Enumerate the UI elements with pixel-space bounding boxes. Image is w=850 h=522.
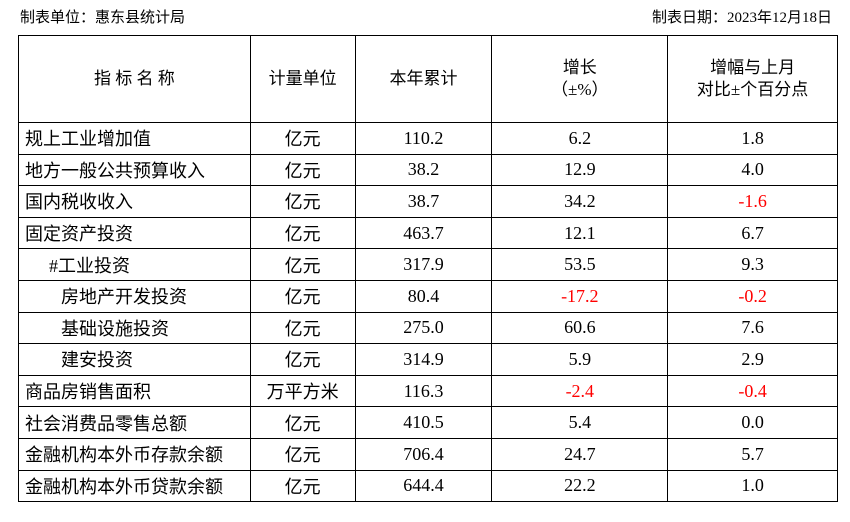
indicator-name: #工业投资 xyxy=(18,248,251,281)
table-row: 国内税收收入 亿元 38.7 34.2 -1.6 xyxy=(18,185,838,218)
cell: -0.2 xyxy=(667,279,838,313)
cell: 12.9 xyxy=(491,153,669,187)
indicator-name: 房地产开发投资 xyxy=(18,279,251,313)
cell: 53.5 xyxy=(491,248,669,281)
indicator-name: 规上工业增加值 xyxy=(18,122,251,155)
cell: 410.5 xyxy=(354,406,493,439)
table-row: 商品房销售面积 万平方米 116.3 -2.4 -0.4 xyxy=(18,374,838,408)
cell: 亿元 xyxy=(249,122,356,155)
cell: 9.3 xyxy=(667,248,838,281)
cell: 7.6 xyxy=(667,311,838,345)
header-text: 增长 xyxy=(562,58,597,77)
cell: 12.1 xyxy=(491,216,669,250)
header-text: 指 标 名 称 xyxy=(93,69,175,88)
cell: -17.2 xyxy=(491,279,669,313)
cell: 亿元 xyxy=(249,279,356,313)
table-body: 规上工业增加值 亿元 110.2 6.2 1.8 地方一般公共预算收入 亿元 38.2 12.9… xyxy=(18,122,838,503)
table-row: #工业投资 亿元 317.9 53.5 9.3 xyxy=(18,248,838,281)
cell: 1.8 xyxy=(667,122,838,155)
column-header: 增幅与上月对比±个百分点 xyxy=(667,35,838,123)
table-row: 建安投资 亿元 314.9 5.9 2.9 xyxy=(18,343,838,376)
cell: 亿元 xyxy=(249,311,356,345)
indicator-name: 社会消费品零售总额 xyxy=(18,406,251,439)
cell: 317.9 xyxy=(354,248,493,281)
cell: 亿元 xyxy=(249,153,356,187)
cell: -0.4 xyxy=(667,374,838,408)
column-header: 计量单位 xyxy=(249,35,356,123)
indicator-name: 基础设施投资 xyxy=(18,311,251,345)
table-row: 社会消费品零售总额 亿元 410.5 5.4 0.0 xyxy=(18,406,838,439)
stats-table: 指 标 名 称 计量单位 本年累计 增长 （±%） 增幅与上月对比±个百分点 规上工业增加… xyxy=(18,35,838,503)
header-text: 计量单位 xyxy=(268,69,337,88)
column-header: 增长 （±%） xyxy=(491,35,669,123)
cell: -2.4 xyxy=(491,374,669,408)
header-text: 本年累计 xyxy=(389,69,458,88)
cell: 60.6 xyxy=(491,311,669,345)
table-row: 基础设施投资 亿元 275.0 60.6 7.6 xyxy=(18,311,838,345)
cell: 亿元 xyxy=(249,185,356,218)
table-row: 金融机构本外币存款余额 亿元 706.4 24.7 5.7 xyxy=(18,437,838,471)
cell: 5.7 xyxy=(667,437,838,471)
cell: 4.0 xyxy=(667,153,838,187)
header-text: （±%） xyxy=(551,80,609,99)
column-header: 本年累计 xyxy=(354,35,493,123)
header-text: 增幅与上月 xyxy=(710,58,796,77)
cell: 38.7 xyxy=(354,185,493,218)
cell: 80.4 xyxy=(354,279,493,313)
cell: 463.7 xyxy=(354,216,493,250)
table-row: 金融机构本外币贷款余额 亿元 644.4 22.2 1.0 xyxy=(18,469,838,503)
indicator-name: 建安投资 xyxy=(18,343,251,376)
cell: 706.4 xyxy=(354,437,493,471)
cell: 38.2 xyxy=(354,153,493,187)
table-row: 地方一般公共预算收入 亿元 38.2 12.9 4.0 xyxy=(18,153,838,187)
cell: 亿元 xyxy=(249,216,356,250)
cell: -1.6 xyxy=(667,185,838,218)
indicator-name: 国内税收收入 xyxy=(18,185,251,218)
cell: 亿元 xyxy=(249,406,356,439)
indicator-name: 地方一般公共预算收入 xyxy=(18,153,251,187)
indicator-name: 金融机构本外币存款余额 xyxy=(18,437,251,471)
cell: 亿元 xyxy=(249,248,356,281)
cell: 5.4 xyxy=(491,406,669,439)
cell: 0.0 xyxy=(667,406,838,439)
cell: 2.9 xyxy=(667,343,838,376)
header-row: 指 标 名 称 计量单位 本年累计 增长 （±%） 增幅与上月对比±个百分点 xyxy=(18,35,838,123)
column-header: 指 标 名 称 xyxy=(18,35,251,123)
cell: 314.9 xyxy=(354,343,493,376)
table-row: 规上工业增加值 亿元 110.2 6.2 1.8 xyxy=(18,122,838,155)
cell: 亿元 xyxy=(249,437,356,471)
cell: 644.4 xyxy=(354,469,493,503)
cell: 万平方米 xyxy=(249,374,356,408)
table-unit: 制表单位：惠东县统计局 xyxy=(20,10,186,26)
cell: 5.9 xyxy=(491,343,669,376)
cell: 116.3 xyxy=(354,374,493,408)
cell: 110.2 xyxy=(354,122,493,155)
cell: 275.0 xyxy=(354,311,493,345)
table-row: 房地产开发投资 亿元 80.4 -17.2 -0.2 xyxy=(18,279,838,313)
cell: 6.2 xyxy=(491,122,669,155)
table-row: 固定资产投资 亿元 463.7 12.1 6.7 xyxy=(18,216,838,250)
indicator-name: 金融机构本外币贷款余额 xyxy=(18,469,251,503)
cell: 6.7 xyxy=(667,216,838,250)
cell: 亿元 xyxy=(249,343,356,376)
header-text: 对比±个百分点 xyxy=(696,80,809,99)
cell: 24.7 xyxy=(491,437,669,471)
indicator-name: 商品房销售面积 xyxy=(18,374,251,408)
indicator-name: 固定资产投资 xyxy=(18,216,251,250)
cell: 1.0 xyxy=(667,469,838,503)
table-date: 制表日期：2023年12月18日 xyxy=(651,10,832,26)
cell: 亿元 xyxy=(249,469,356,503)
cell: 34.2 xyxy=(491,185,669,218)
cell: 22.2 xyxy=(491,469,669,503)
